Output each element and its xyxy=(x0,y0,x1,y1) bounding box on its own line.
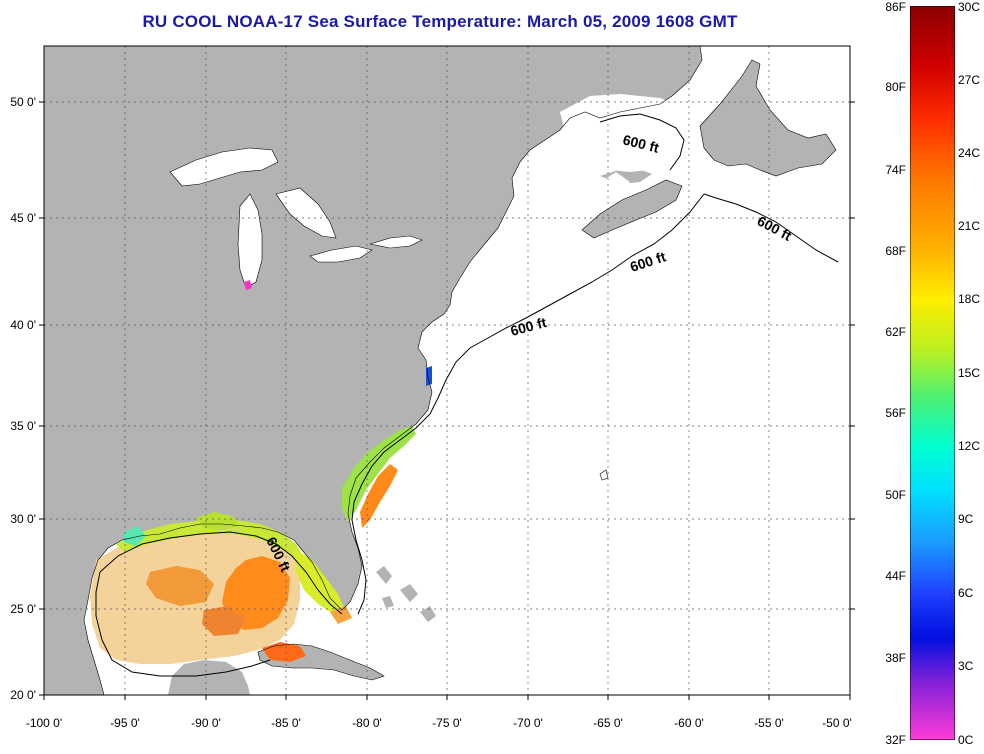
colorbar-c-label: 15C xyxy=(958,366,981,380)
lon-label: -80 0' xyxy=(352,716,382,730)
graticule xyxy=(44,46,850,695)
lat-label: 50 0' xyxy=(10,95,36,109)
lon-label: -75 0' xyxy=(432,716,462,730)
colorbar-f-label: 74F xyxy=(885,163,906,177)
colorbar-f-label: 80F xyxy=(885,80,906,94)
coastline xyxy=(83,46,837,695)
sst-gulf-warm-b xyxy=(202,606,246,636)
colorbar-f-label: 68F xyxy=(885,244,906,258)
colorbar-c-label: 30C xyxy=(958,0,981,14)
colorbar-c-label: 18C xyxy=(958,292,981,306)
lon-label: -85 0' xyxy=(271,716,301,730)
sst-cyan-patch xyxy=(124,526,146,546)
colorbar-c-label: 27C xyxy=(958,73,981,87)
land-bahamas xyxy=(376,566,436,622)
lat-label: 35 0' xyxy=(10,419,36,433)
lon-label: -60 0' xyxy=(674,716,704,730)
colorbar-f-label: 38F xyxy=(885,651,906,665)
colorbar-f-label: 86F xyxy=(885,0,906,14)
sst-loop-current xyxy=(222,556,290,630)
lat-label: 45 0' xyxy=(10,211,36,225)
lon-label: -95 0' xyxy=(110,716,140,730)
lon-label: -50 0' xyxy=(822,716,852,730)
colorbar-c-label: 0C xyxy=(958,733,974,747)
temperature-colorbar xyxy=(910,6,955,740)
sst-se-coast-band xyxy=(342,426,416,522)
colorbar-f-label: 62F xyxy=(885,325,906,339)
lon-label: -65 0' xyxy=(593,716,623,730)
axis-ticks xyxy=(39,101,855,700)
quebec-lake xyxy=(604,172,630,190)
colorbar-c-label: 3C xyxy=(958,659,974,673)
colorbar-f-label: 50F xyxy=(885,488,906,502)
lat-label: 25 0' xyxy=(10,602,36,616)
land-newfoundland xyxy=(700,60,836,176)
lon-label: -90 0' xyxy=(191,716,221,730)
sst-gulf-warm-a xyxy=(146,566,214,606)
lat-label: 40 0' xyxy=(10,318,36,332)
great-lakes xyxy=(169,147,423,289)
gulf-st-lawrence xyxy=(560,94,700,172)
colorbar-c-label: 6C xyxy=(958,586,974,600)
sst-gulf-coastal xyxy=(116,520,306,566)
lon-label: -100 0' xyxy=(25,716,63,730)
sst-florida-straits xyxy=(330,606,352,624)
land-north-america xyxy=(44,46,702,695)
colorbar-f-label: 56F xyxy=(885,406,906,420)
lat-label: 20 0' xyxy=(10,688,36,702)
colorbar-c-label: 9C xyxy=(958,512,974,526)
sst-louisiana-shelf xyxy=(196,512,240,530)
sst-yucatan-warm xyxy=(262,642,306,662)
sst-west-florida-shelf xyxy=(294,548,344,612)
sst-gulf-stream xyxy=(360,464,398,528)
sst-lake-magenta xyxy=(244,280,252,290)
lon-label: -70 0' xyxy=(513,716,543,730)
colorbar-c-label: 21C xyxy=(958,219,981,233)
map-title: RU COOL NOAA-17 Sea Surface Temperature:… xyxy=(142,12,738,31)
colorbar-c-label: 12C xyxy=(958,439,981,453)
lat-label: 30 0' xyxy=(10,512,36,526)
colorbar-f-label: 32F xyxy=(885,733,906,747)
colorbar-f-label: 44F xyxy=(885,569,906,583)
land-nova-scotia xyxy=(582,180,682,238)
lon-label: -55 0' xyxy=(754,716,784,730)
land-yucatan xyxy=(168,660,250,695)
colorbar-c-label: 24C xyxy=(958,146,981,160)
isobath-600ft xyxy=(95,113,839,677)
